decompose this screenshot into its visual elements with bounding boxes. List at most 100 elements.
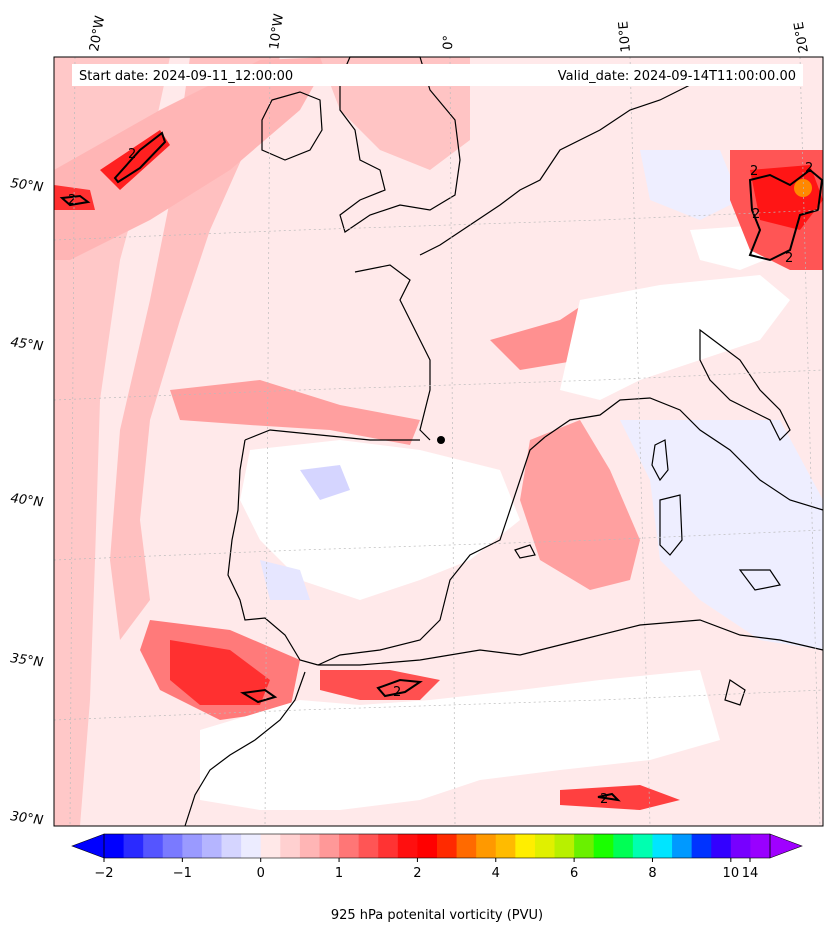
contour-sahara — [597, 792, 621, 802]
contour-label: 2 — [128, 147, 136, 162]
colorbar-tick-label: 4 — [492, 866, 500, 881]
colorbar-swatch — [691, 834, 712, 858]
lat-label-35n: 35°N — [9, 651, 44, 670]
genoa-pv — [490, 300, 590, 370]
gulf-of-cadiz-core — [170, 640, 270, 705]
pv-dot-biscay — [437, 436, 445, 444]
lat-label-45n: 45°N — [9, 335, 44, 354]
colorbar-swatch — [143, 834, 164, 858]
lon-label-20w: 20°W — [87, 15, 108, 53]
lat-label-50n: 50°N — [9, 176, 44, 195]
lat-label-30n: 30°N — [9, 809, 44, 828]
contour-central-europe — [748, 168, 824, 262]
gulf-of-lion — [544, 397, 824, 511]
start-date-label: Start date: 2024-09-11_12:00:00 — [79, 69, 293, 84]
north-africa-coast — [318, 619, 824, 666]
colorbar-swatches — [104, 834, 771, 858]
latitude-labels: 50°N 45°N 40°N 35°N 30°N — [9, 176, 44, 828]
channel-coast — [419, 84, 691, 256]
contour-label: 2 — [752, 207, 760, 222]
gridlines — [53, 56, 824, 827]
colorbar-swatch — [221, 834, 242, 858]
colorbar-swatch — [378, 834, 399, 858]
colorbar-swatch — [299, 834, 320, 858]
colorbar-swatch — [574, 834, 595, 858]
colorbar-swatch — [672, 834, 693, 858]
colorbar-tick-label: 14 — [742, 866, 759, 881]
colorbar-swatch — [534, 834, 556, 858]
ireland-coast — [261, 91, 323, 161]
colorbar-tick-label: 2 — [413, 866, 421, 881]
colorbar-swatch — [123, 834, 144, 858]
map-panel: 2 2 2 2 2 2 2 2 Start date: 2024-09-11_1… — [53, 56, 824, 827]
colorbar-swatch — [593, 834, 614, 858]
colorbar-swatch — [613, 834, 634, 858]
colorbar-swatch — [162, 834, 183, 858]
balearic — [514, 544, 536, 559]
orange-pv-spot — [794, 179, 812, 197]
colorbar-swatch — [437, 834, 458, 858]
colorbar-swatch — [652, 834, 673, 858]
morocco-atlantic-coast — [184, 671, 306, 827]
contour-label: 2 — [805, 161, 813, 176]
colorbar-swatch — [104, 834, 125, 858]
colorbar-swatch — [476, 834, 497, 858]
lon-label-10w: 10°W — [267, 13, 287, 51]
colorbar-swatch — [417, 834, 438, 858]
contour-label: 2 — [393, 685, 401, 700]
colorbar-ticks: −2 −1 0 1 2 4 6 8 10 14 — [94, 858, 758, 881]
lon-label-20e: 20°E — [792, 21, 812, 54]
coastlines — [184, 56, 824, 827]
colorbar-tick-label: 10 — [723, 866, 740, 881]
iberia-blue-patch-south — [260, 560, 310, 600]
iberia-west-south — [227, 439, 319, 666]
contour-label: 2 — [68, 193, 76, 208]
corsica — [651, 439, 669, 482]
lat-label-40n: 40°N — [9, 491, 44, 510]
colorbar-tick-label: 0 — [257, 866, 265, 881]
colorbar-swatch — [495, 834, 516, 858]
colorbar-swatch — [711, 834, 732, 858]
contour-alboran — [376, 678, 423, 698]
italy-boot — [699, 328, 791, 442]
valid-date-label: Valid_date: 2024-09-14T11:00:00.00 — [558, 69, 796, 84]
colorbar-swatch — [730, 834, 751, 858]
colorbar-swatch — [456, 834, 477, 858]
sicily — [738, 569, 781, 591]
central-med-band — [520, 420, 640, 590]
colorbar-swatch — [515, 834, 536, 858]
iberia-north-coast — [244, 429, 420, 441]
colorbar-swatch — [339, 834, 360, 858]
colorbar-swatch — [632, 834, 653, 858]
lon-label-10e: 10°E — [616, 21, 634, 53]
atlantic-pv-band-north — [54, 57, 330, 260]
colorbar-swatch — [241, 834, 262, 858]
colorbar-title: 925 hPa potenital vorticity (PVU) — [331, 908, 543, 923]
colorbar-tick-label: −1 — [173, 866, 192, 881]
header-box — [72, 64, 803, 86]
contour-label: 2 — [600, 792, 608, 807]
contour-cadiz — [240, 688, 278, 704]
south-sahara-core — [560, 785, 680, 810]
contour-label: 2 — [750, 164, 758, 179]
colorbar-swatch — [201, 834, 223, 858]
iberia-east-coast — [317, 436, 546, 666]
colorbar: −2 −1 0 1 2 4 6 8 10 14 925 hPa potenital vortici… — [71, 833, 803, 923]
britain-coast — [339, 56, 461, 233]
colorbar-tick-label: 8 — [648, 866, 656, 881]
biscay-pv-band — [170, 380, 420, 445]
colorbar-tick-label: −2 — [94, 866, 113, 881]
contour-west-storm — [113, 131, 167, 184]
longitude-labels: 20°W 10°W 0° 10°E 20°E — [87, 13, 812, 54]
map-border — [53, 56, 824, 827]
colorbar-swatch — [182, 834, 203, 858]
pv-2-contours — [59, 131, 824, 802]
iberia-blue-patch — [300, 465, 350, 500]
med-blue-area — [620, 420, 823, 650]
colorbar-swatch — [554, 834, 575, 858]
east-europe-blue — [640, 150, 740, 220]
colorbar-tick-label: 1 — [335, 866, 343, 881]
colorbar-swatch — [260, 834, 281, 858]
colorbar-swatch — [280, 834, 301, 858]
